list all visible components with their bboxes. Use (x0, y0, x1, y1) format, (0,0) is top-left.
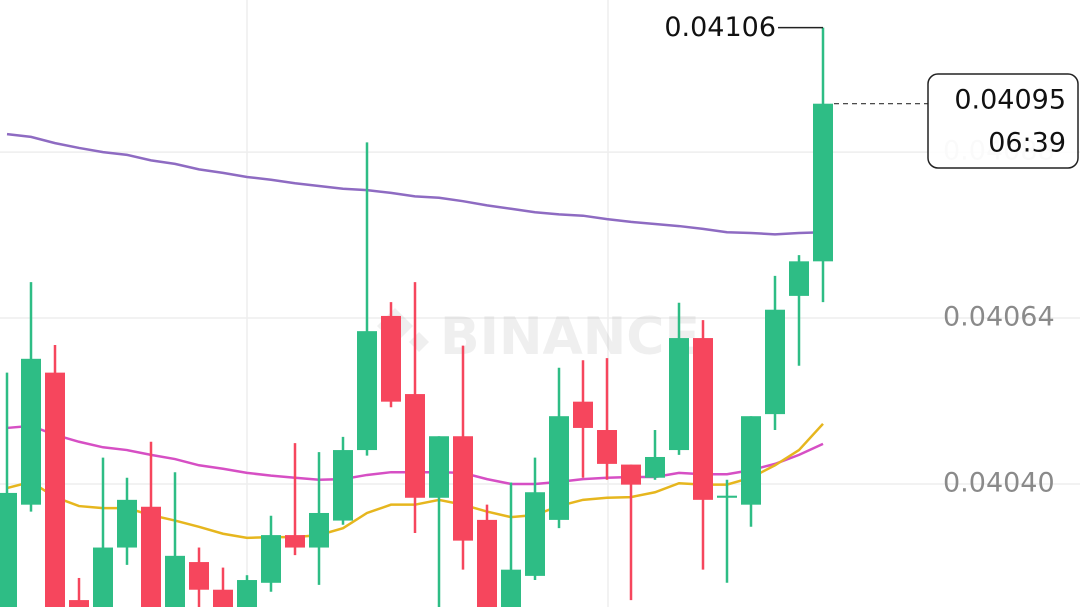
candle-body (525, 492, 545, 576)
candle-body (429, 436, 449, 498)
candle-body (669, 338, 689, 451)
candle-body (117, 499, 137, 548)
candle-body (357, 331, 377, 451)
candle-body (621, 464, 641, 485)
candle-body (573, 401, 593, 428)
candle-body (69, 600, 89, 607)
candle-body (717, 495, 737, 498)
candle-body (21, 358, 41, 505)
y-tick-label: 0.04064 (943, 302, 1055, 333)
candle-body (645, 456, 665, 478)
candle-body (597, 430, 617, 464)
candle-body (813, 103, 833, 262)
candle-body (261, 535, 281, 583)
candle-body (165, 555, 185, 607)
candle-body (765, 309, 785, 415)
candle-body (549, 416, 569, 520)
candle-body (93, 547, 113, 607)
candle-body (213, 589, 233, 607)
current-price-box (927, 73, 1079, 169)
candle-body (45, 372, 65, 607)
candle-body (453, 436, 473, 541)
high-label: 0.04106 (664, 12, 776, 43)
candle-body (333, 450, 353, 521)
watermark-text: BINANCE (440, 307, 700, 367)
moving-average-line (6, 132, 824, 236)
candle-body (0, 492, 17, 607)
candle-body (741, 416, 761, 505)
candle-body (405, 394, 425, 498)
candle-body (477, 519, 497, 607)
current-price-label: 0.04095 (954, 85, 1066, 116)
y-tick-label: 0.04040 (943, 467, 1055, 498)
candle-body (141, 506, 161, 607)
candle-body (693, 338, 713, 500)
candle-body (189, 562, 209, 590)
candle-body (501, 569, 521, 607)
candle-body (381, 315, 401, 402)
candle-body (237, 580, 257, 607)
candle-body (789, 261, 809, 296)
candle-body (309, 512, 329, 548)
candle-body (285, 535, 305, 548)
countdown-label: 06:39 (988, 128, 1066, 159)
watermark: BINANCE (377, 307, 700, 367)
